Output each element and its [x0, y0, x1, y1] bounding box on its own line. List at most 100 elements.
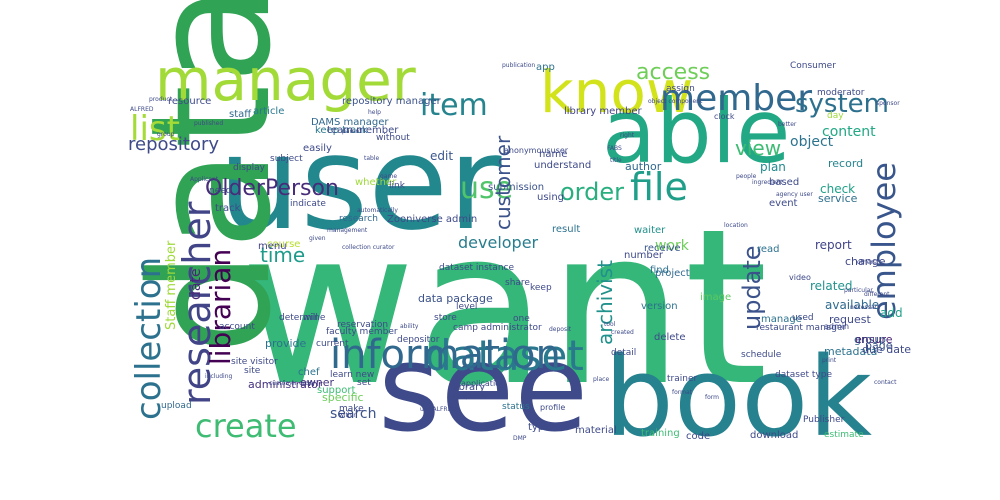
cloud-word: plan — [760, 160, 786, 174]
cloud-word: specific — [322, 391, 364, 404]
cloud-word: dataset instance — [439, 263, 514, 273]
cloud-word: game — [380, 173, 397, 180]
cloud-word: camp administrator — [453, 323, 542, 333]
cloud-word: management — [327, 227, 368, 234]
cloud-word: version — [641, 301, 678, 312]
cloud-word: product — [149, 96, 173, 103]
cloud-word: level — [456, 302, 477, 312]
cloud-word: determine — [279, 313, 326, 323]
cloud-word: easily — [303, 143, 332, 154]
cloud-word: information — [330, 332, 561, 378]
cloud-word: search — [330, 406, 377, 422]
cloud-word: admin — [824, 322, 849, 331]
cloud-word: DAMS manager — [311, 117, 389, 128]
cloud-word: want — [240, 182, 768, 433]
cloud-word: download — [750, 430, 798, 441]
cloud-word: help — [368, 109, 381, 116]
cloud-word: add — [880, 306, 903, 320]
cloud-word: Staff member — [164, 240, 179, 330]
cloud-word: service — [818, 192, 858, 205]
cloud-word: owner — [300, 376, 334, 389]
cloud-word: make — [339, 404, 364, 414]
cloud-word: researcher — [175, 201, 219, 405]
cloud-word: event — [769, 198, 798, 209]
cloud-word: print — [822, 357, 837, 364]
cloud-word: collection curator — [342, 244, 395, 251]
cloud-word: available — [825, 298, 879, 312]
cloud-word: work — [655, 238, 690, 254]
cloud-word: repository manager — [342, 96, 442, 107]
cloud-word: customer — [491, 135, 515, 230]
cloud-word: detail — [611, 348, 636, 358]
cloud-word: profile — [540, 403, 565, 412]
cloud-word: created — [611, 329, 634, 336]
cloud-word: librarian — [204, 249, 237, 365]
cloud-word: clock — [714, 112, 735, 121]
cloud-word: location — [724, 222, 748, 229]
cloud-word: display — [233, 163, 266, 173]
cloud-word: based — [769, 177, 799, 188]
cloud-word: tool — [604, 321, 616, 328]
cloud-word: dataset type — [775, 370, 832, 380]
cloud-word: access — [636, 60, 710, 85]
cloud-word: administrator — [248, 378, 323, 391]
cloud-word: user — [218, 107, 502, 259]
cloud-word: moderator — [817, 88, 865, 98]
cloud-word: number — [624, 250, 664, 261]
cloud-word: chef — [298, 367, 320, 378]
cloud-word: book — [604, 333, 872, 461]
cloud-word: keep track — [315, 125, 368, 136]
cloud-word: edit — [430, 149, 453, 163]
cloud-word: learn new — [330, 370, 374, 380]
cloud-word: different — [864, 291, 890, 298]
cloud-word: faculty member — [326, 327, 398, 337]
cloud-word: data package — [418, 292, 493, 305]
cloud-word: delete — [654, 332, 686, 343]
cloud-word: within — [339, 412, 357, 419]
cloud-word: project — [655, 268, 690, 279]
cloud-word: share — [505, 278, 530, 288]
cloud-word: subject — [270, 154, 303, 164]
cloud-word: indicate — [290, 199, 326, 209]
cloud-word: support — [317, 385, 355, 396]
cloud-word: component — [453, 393, 488, 400]
cloud-word: using — [537, 192, 564, 203]
cloud-word: DMP — [513, 435, 527, 442]
cloud-word: depositor — [397, 335, 440, 345]
cloud-word: keep — [530, 283, 552, 293]
cloud-word: others — [857, 259, 876, 266]
cloud-word: read — [757, 244, 780, 255]
cloud-word: related — [810, 279, 852, 293]
cloud-word: account — [219, 322, 255, 332]
cloud-word: Publisher — [803, 415, 845, 425]
cloud-word: including — [205, 373, 233, 380]
cloud-word: customer order — [269, 380, 316, 387]
cloud-word: repository — [128, 134, 219, 155]
cloud-word: upload — [161, 401, 192, 411]
cloud-word: ensure — [855, 333, 893, 346]
cloud-word: app — [536, 62, 555, 73]
cloud-word: used — [792, 313, 814, 323]
cloud-word: record — [828, 157, 863, 170]
cloud-word: see — [378, 320, 588, 459]
cloud-word: team member — [327, 125, 399, 136]
cloud-word: know — [540, 58, 693, 126]
cloud-word: agency user — [776, 191, 813, 198]
cloud-word: format — [672, 389, 693, 396]
cloud-word: library — [453, 382, 485, 393]
cloud-word: group — [157, 131, 175, 138]
cloud-word: whether — [355, 177, 397, 188]
cloud-word: use — [460, 171, 513, 206]
cloud-word: sponsor — [876, 100, 900, 107]
cloud-word: application — [461, 379, 505, 388]
cloud-word: trainer — [667, 374, 697, 384]
cloud-word: publication — [502, 62, 535, 69]
cloud-word: item — [420, 88, 488, 123]
cloud-word: form — [705, 394, 719, 401]
cloud-word: use ALFRED — [420, 406, 456, 413]
cloud-word: site visitor — [231, 357, 278, 367]
cloud-word: employee — [865, 162, 903, 320]
cloud-word: code — [686, 431, 710, 442]
cloud-word: resource — [168, 96, 211, 107]
